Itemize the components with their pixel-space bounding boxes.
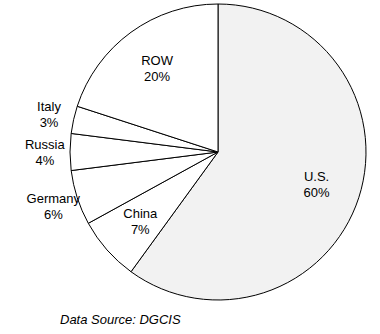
slice-name: ROW bbox=[141, 53, 174, 68]
slice-name: Italy bbox=[37, 99, 61, 114]
data-label: Italy3% bbox=[37, 99, 61, 130]
slice-value: 4% bbox=[35, 153, 54, 168]
slice-value: 60% bbox=[304, 185, 330, 200]
slice-value: 20% bbox=[144, 69, 170, 84]
slice-name: China bbox=[123, 206, 158, 221]
slice-name: U.S. bbox=[304, 169, 329, 184]
slice-value: 6% bbox=[44, 207, 63, 222]
slice-name: Germany bbox=[27, 191, 81, 206]
slice-name: Russia bbox=[25, 137, 66, 152]
labels: U.S.60% China7% Germany6% Russia4% Italy3% RO… bbox=[25, 53, 330, 236]
source-note: Data Source: DGCIS bbox=[60, 312, 181, 327]
chart: U.S.60% China7% Germany6% Russia4% Italy3% RO… bbox=[0, 0, 380, 334]
data-label: ROW20% bbox=[141, 53, 174, 84]
data-label: Germany6% bbox=[27, 191, 81, 222]
slice bbox=[77, 4, 218, 152]
slice-value: 3% bbox=[40, 115, 59, 130]
data-label: U.S.60% bbox=[304, 169, 330, 200]
slice-value: 7% bbox=[131, 222, 150, 237]
data-label: Russia4% bbox=[25, 137, 66, 168]
data-label: China7% bbox=[123, 206, 158, 237]
pie bbox=[70, 4, 366, 300]
